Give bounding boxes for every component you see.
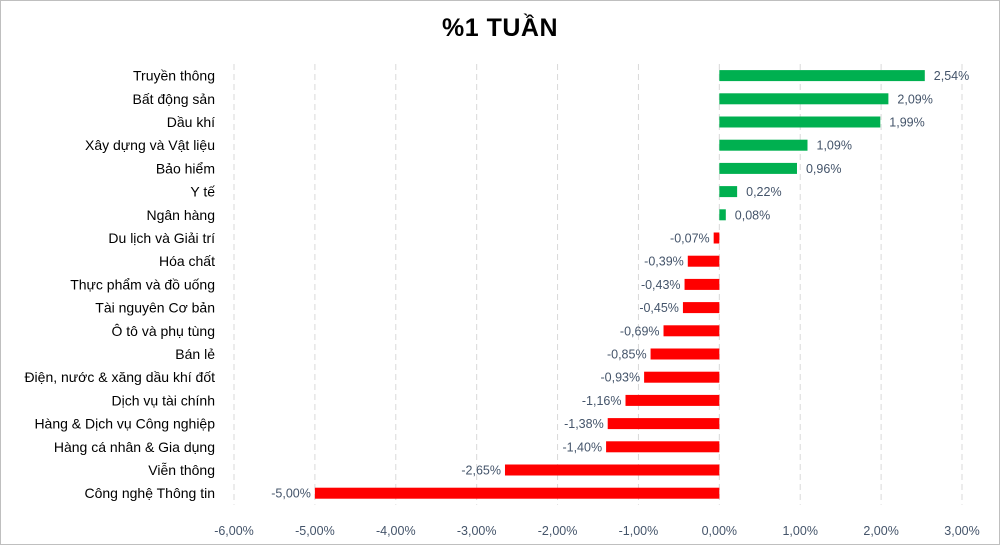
- category-label: Du lịch và Giải trí: [108, 230, 215, 246]
- chart-title: %1 TUẦN: [441, 14, 558, 42]
- bar: [314, 487, 720, 499]
- category-label: Hàng & Dịch vụ Công nghiệp: [34, 416, 215, 432]
- category-label: Công nghệ Thông tin: [84, 485, 215, 501]
- category-label: Dịch vụ tài chính: [112, 392, 216, 408]
- category-label: Bán lẻ: [175, 346, 215, 362]
- gridlines: [233, 64, 963, 505]
- bar: [606, 441, 720, 453]
- value-label: -0,45%: [639, 301, 679, 315]
- category-label: Ngân hàng: [146, 207, 215, 223]
- value-label: 1,09%: [817, 139, 852, 153]
- value-label: -0,69%: [620, 324, 660, 338]
- bar: [625, 394, 720, 406]
- x-axis-tick-labels: -6,00% -5,00% -4,00% -3,00% -2,00% -1,00% 0,00…: [214, 524, 980, 538]
- x-tick-label: -4,00%: [376, 524, 416, 538]
- bar: [644, 371, 720, 383]
- x-tick-label: 3,00%: [944, 524, 979, 538]
- category-label: Điện, nước & xăng dầu khí đốt: [24, 369, 215, 385]
- value-label: 0,96%: [806, 162, 841, 176]
- x-tick-label: -3,00%: [457, 524, 497, 538]
- category-label: Bảo hiểm: [156, 160, 215, 176]
- category-label: Viễn thông: [148, 462, 215, 478]
- x-tick-label: 1,00%: [782, 524, 817, 538]
- category-label: Dầu khí: [167, 114, 215, 130]
- x-tick-label: 2,00%: [863, 524, 898, 538]
- bar: [719, 139, 808, 151]
- bar: [687, 255, 720, 267]
- x-tick-label: 0,00%: [702, 524, 737, 538]
- bar: [682, 302, 720, 314]
- bar: [719, 186, 738, 198]
- category-label: Y tế: [190, 184, 215, 200]
- bar: [713, 232, 720, 244]
- category-label: Hóa chất: [159, 253, 215, 269]
- value-label: -2,65%: [461, 464, 501, 478]
- value-label: 2,09%: [897, 92, 932, 106]
- value-label: 0,22%: [746, 185, 781, 199]
- category-label: Hàng cá nhân & Gia dụng: [54, 439, 215, 455]
- bar: [663, 325, 720, 337]
- category-label: Ô tô và phụ tùng: [111, 323, 215, 339]
- bar: [719, 116, 881, 128]
- value-label: 1,99%: [889, 116, 924, 130]
- category-label: Truyền thông: [133, 68, 215, 84]
- category-label: Tài nguyên Cơ bản: [95, 300, 215, 316]
- bar: [719, 70, 925, 82]
- value-label: -1,38%: [564, 417, 604, 431]
- value-label: -0,93%: [600, 371, 640, 385]
- category-label: Xây dựng và Vật liệu: [85, 137, 215, 153]
- category-label: Thực phẩm và đồ uống: [70, 276, 215, 292]
- value-label: -1,16%: [582, 394, 622, 408]
- value-label: -0,07%: [670, 232, 710, 246]
- x-tick-label: -6,00%: [214, 524, 254, 538]
- value-label: -1,40%: [562, 440, 602, 454]
- value-label: -0,39%: [644, 255, 684, 269]
- category-labels: Truyền thông Bất động sản Dầu khí Xây dựng …: [24, 68, 215, 502]
- bar: [719, 209, 726, 221]
- bars: [314, 70, 925, 499]
- bar: [504, 464, 720, 476]
- bar: [719, 162, 797, 174]
- category-label: Bất động sản: [132, 91, 215, 107]
- bar: [650, 348, 720, 360]
- value-label: 2,54%: [934, 69, 969, 83]
- x-tick-label: -2,00%: [538, 524, 578, 538]
- value-labels: 2,54%2,09% 1,99% 1,09% 0,96% 0,22% 0,08% -0,07…: [271, 69, 969, 501]
- value-label: -0,85%: [607, 348, 647, 362]
- bar: [719, 93, 889, 105]
- value-label: -5,00%: [271, 487, 311, 501]
- value-label: -0,43%: [641, 278, 681, 292]
- x-tick-label: -1,00%: [619, 524, 659, 538]
- bar: [684, 278, 720, 290]
- x-tick-label: -5,00%: [295, 524, 335, 538]
- bar: [607, 418, 720, 430]
- value-label: 0,08%: [735, 208, 770, 222]
